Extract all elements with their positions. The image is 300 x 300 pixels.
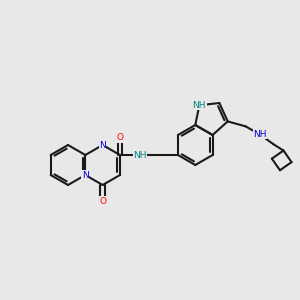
Text: N: N bbox=[82, 170, 89, 179]
Text: NH: NH bbox=[133, 151, 147, 160]
Text: NH: NH bbox=[193, 101, 206, 110]
Text: NH: NH bbox=[253, 130, 266, 139]
Text: O: O bbox=[99, 196, 106, 206]
Text: O: O bbox=[116, 134, 124, 142]
Text: N: N bbox=[99, 140, 106, 149]
